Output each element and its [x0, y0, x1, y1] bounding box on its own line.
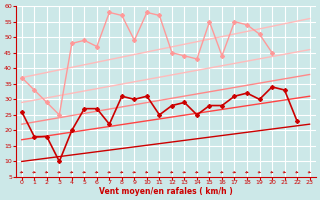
X-axis label: Vent moyen/en rafales ( km/h ): Vent moyen/en rafales ( km/h ): [99, 187, 233, 196]
